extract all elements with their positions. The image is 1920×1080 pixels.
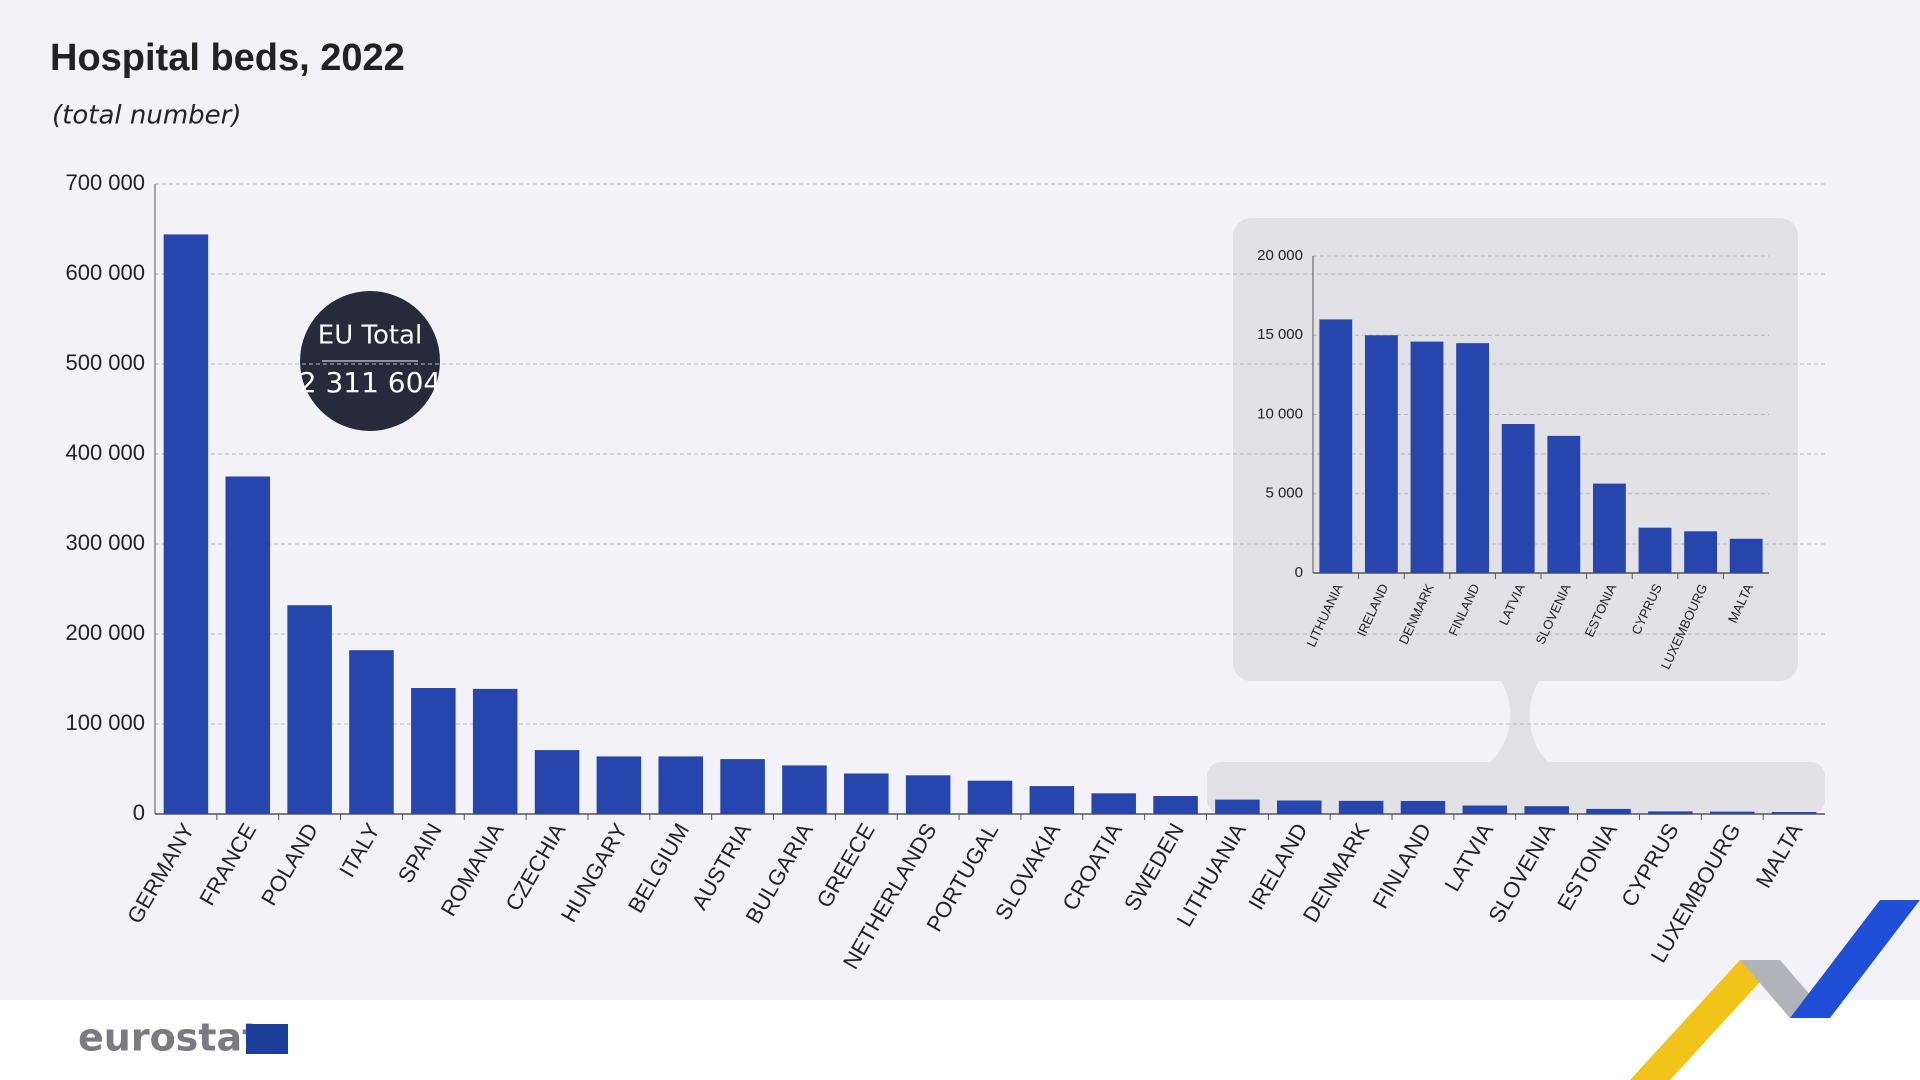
bar <box>1709 811 1755 814</box>
bar <box>658 756 704 814</box>
bar <box>967 780 1013 814</box>
eu-flag <box>246 1024 288 1054</box>
inset-connector <box>1490 680 1548 762</box>
chart-title: Hospital beds, 2022 <box>50 37 405 79</box>
y-tick-label: 700 000 <box>65 170 145 195</box>
bar <box>472 688 518 814</box>
bar <box>1462 805 1508 814</box>
bar <box>1400 800 1446 814</box>
bar <box>782 765 827 814</box>
total-value: 2 311 604 <box>299 366 442 399</box>
bar <box>1153 796 1198 814</box>
bar <box>1091 793 1136 814</box>
bar <box>1029 786 1075 814</box>
logo: eurostat <box>78 1016 260 1060</box>
y-tick-label: 5 000 <box>1265 485 1303 502</box>
bar <box>349 650 394 814</box>
y-tick-label: 600 000 <box>65 260 145 285</box>
bar <box>1648 811 1693 814</box>
bar <box>1771 812 1817 814</box>
bar <box>1501 424 1535 573</box>
bar <box>1364 335 1398 573</box>
bar <box>1524 806 1569 814</box>
bar <box>1592 483 1626 573</box>
bar <box>225 476 271 814</box>
bar <box>1276 800 1322 814</box>
bar <box>1410 341 1444 573</box>
bar <box>1215 799 1260 814</box>
bar <box>411 688 456 814</box>
y-tick-label: 100 000 <box>65 710 145 735</box>
y-tick-label: 0 <box>133 800 145 825</box>
bar <box>1319 319 1353 573</box>
y-tick-label: 400 000 <box>65 440 145 465</box>
bar <box>596 756 642 814</box>
y-tick-label: 0 <box>1295 564 1303 581</box>
footer <box>0 1000 1920 1080</box>
chart-subtitle: (total number) <box>52 101 241 131</box>
bar <box>844 773 889 814</box>
y-tick-label: 500 000 <box>65 350 145 375</box>
y-tick-label: 200 000 <box>65 620 145 645</box>
bar <box>534 750 580 814</box>
bar <box>1586 808 1631 814</box>
bar <box>1547 435 1581 573</box>
bar <box>1338 800 1384 814</box>
bar <box>1638 527 1672 573</box>
bar <box>1456 343 1490 573</box>
decor-yellow <box>1630 960 1780 1080</box>
decor-blue <box>1790 900 1920 1018</box>
y-tick-label: 15 000 <box>1257 326 1303 343</box>
total-label: EU Total <box>318 321 422 351</box>
bar <box>1684 531 1718 573</box>
y-tick-label: 300 000 <box>65 530 145 555</box>
bar <box>905 775 951 814</box>
bar <box>1729 538 1763 573</box>
bar <box>720 759 765 814</box>
y-tick-label: 20 000 <box>1257 247 1303 264</box>
y-tick-label: 10 000 <box>1257 405 1303 422</box>
bar <box>163 234 209 814</box>
bar <box>287 605 332 814</box>
